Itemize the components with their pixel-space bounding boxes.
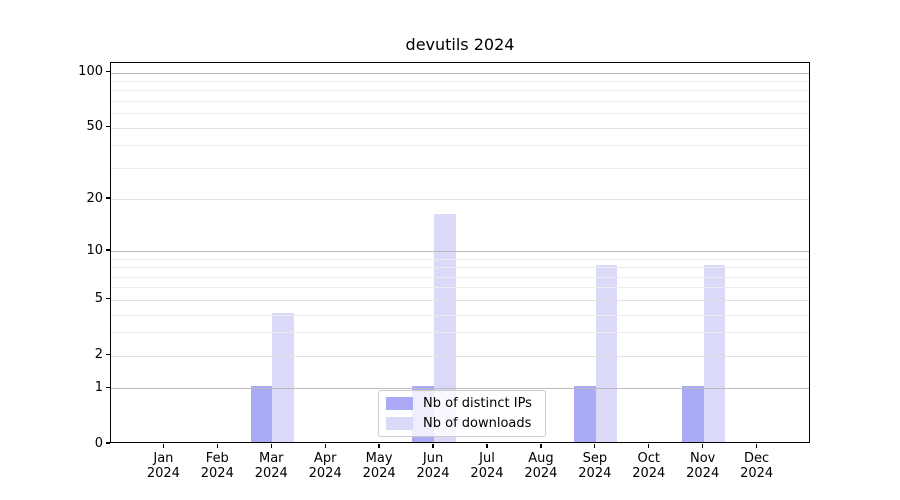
chart-title: devutils 2024 [405, 35, 515, 54]
x-tick-label: Oct 2024 [632, 451, 666, 481]
bar-distinct-ips-mar [250, 386, 273, 442]
legend-swatch-distinct-ips [386, 397, 413, 410]
y-tick-label: 0 [94, 435, 103, 451]
x-tick-label: May 2024 [362, 451, 396, 481]
y-tick-mark [106, 197, 110, 199]
x-tick-mark [378, 444, 380, 448]
y-tick-mark [106, 442, 110, 444]
plot-area [110, 62, 810, 443]
x-tick-mark [540, 444, 542, 448]
bar-distinct-ips-nov [682, 386, 704, 442]
bar-distinct-ips-sep [574, 386, 596, 442]
legend: Nb of distinct IPs Nb of downloads [378, 390, 546, 437]
x-tick-mark [162, 444, 165, 448]
x-tick-label: Jun 2024 [416, 451, 450, 481]
y-tick-label: 10 [86, 242, 103, 258]
x-tick-label: Sep 2024 [578, 451, 612, 481]
x-tick-mark [702, 444, 704, 448]
y-tick-mark [106, 353, 110, 356]
legend-label-distinct-ips: Nb of distinct IPs [423, 396, 532, 411]
x-tick-mark [755, 444, 758, 448]
x-tick-label: Jan 2024 [146, 451, 180, 481]
y-tick-mark [106, 71, 110, 73]
x-tick-mark [270, 444, 272, 448]
bar-layer [111, 63, 809, 442]
x-tick-mark [432, 444, 434, 448]
y-tick-mark [106, 126, 110, 128]
x-tick-mark [216, 444, 218, 448]
x-tick-mark [648, 444, 650, 448]
x-tick-label: Dec 2024 [740, 451, 774, 481]
y-tick-label: 1 [94, 379, 103, 395]
y-tick-mark [106, 249, 110, 251]
y-tick-mark [106, 386, 110, 388]
legend-label-downloads: Nb of downloads [423, 416, 532, 431]
legend-swatch-downloads [386, 417, 413, 430]
bar-downloads-mar [272, 312, 294, 442]
y-tick-label: 50 [86, 119, 103, 135]
legend-item-distinct-ips: Nb of distinct IPs [386, 396, 538, 411]
legend-item-downloads: Nb of downloads [386, 416, 538, 431]
bar-downloads-sep [595, 265, 618, 442]
bar-downloads-nov [703, 265, 726, 442]
x-tick-mark [324, 444, 326, 448]
x-tick-label: Mar 2024 [254, 451, 288, 481]
y-tick-mark [106, 298, 110, 300]
x-tick-label: Nov 2024 [686, 451, 720, 481]
x-tick-mark [486, 444, 488, 448]
y-tick-label: 5 [94, 291, 103, 307]
y-tick-label: 100 [78, 64, 103, 80]
x-tick-label: Apr 2024 [308, 451, 342, 481]
x-tick-label: Feb 2024 [200, 451, 234, 481]
y-tick-label: 2 [94, 347, 103, 363]
x-tick-label: Aug 2024 [524, 451, 558, 481]
x-tick-label: Jul 2024 [470, 451, 504, 481]
y-tick-label: 20 [86, 190, 103, 206]
x-tick-mark [594, 444, 596, 448]
bar-downloads-jun [434, 214, 456, 442]
